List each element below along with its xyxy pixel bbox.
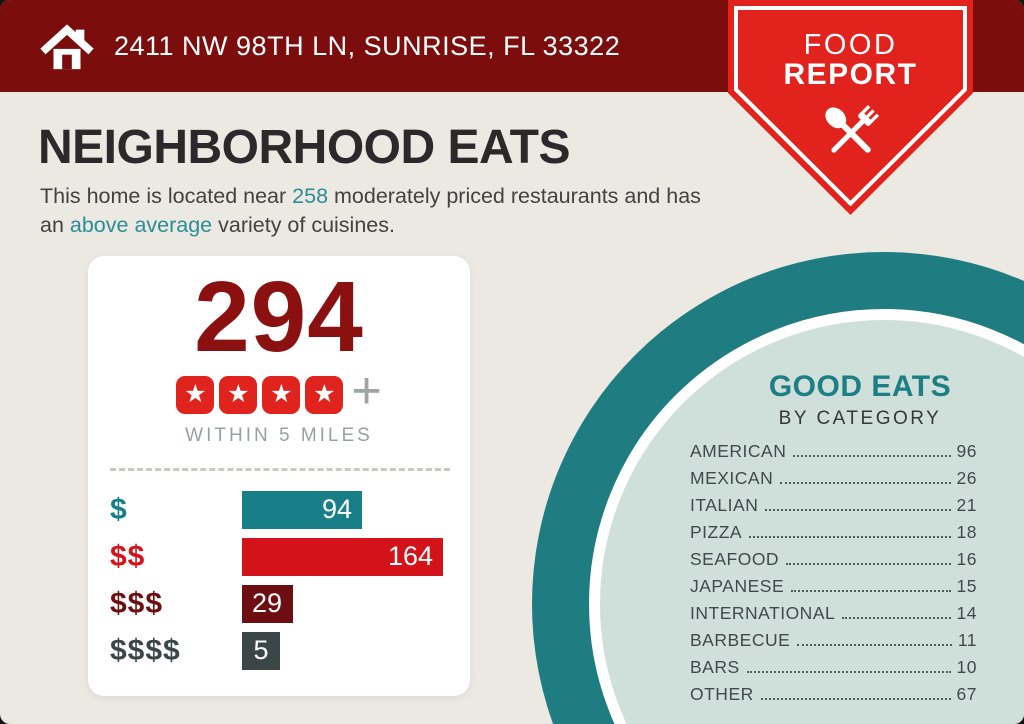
category-row: INTERNATIONAL 14	[690, 603, 977, 630]
crossed-spoon-fork-icon	[824, 105, 879, 153]
variety-rating-inline: above average	[69, 212, 213, 237]
category-row: BARBECUE 11	[690, 630, 977, 657]
category-value: 15	[956, 576, 977, 596]
badge-title-line2: REPORT	[783, 58, 918, 91]
category-label: SEAFOOD	[690, 549, 780, 569]
category-label: AMERICAN	[690, 441, 787, 461]
category-row: MEXICAN 26	[690, 468, 977, 495]
food-report-badge: FOOD REPORT	[728, 0, 973, 215]
category-dotted-leader	[760, 698, 951, 700]
good-eats-subtitle: BY CATEGORY	[778, 408, 942, 429]
home-icon	[40, 24, 94, 70]
category-label: BARS	[690, 657, 740, 677]
star-icon: ★	[262, 375, 301, 414]
price-tier-label: $$$	[110, 586, 164, 620]
dashed-divider	[110, 467, 450, 471]
category-value: 26	[956, 468, 977, 488]
price-tier-row: $$ 164	[110, 537, 470, 576]
category-label: PIZZA	[690, 522, 743, 542]
plus-icon: +	[351, 362, 382, 420]
intro-text-part1: This home is located near	[40, 184, 293, 208]
category-dotted-leader	[749, 536, 951, 538]
star-icon: ★	[176, 375, 215, 414]
category-dotted-leader	[842, 617, 951, 619]
good-eats-title: GOOD EATS	[768, 370, 952, 403]
page-title: NEIGHBORHOOD EATS	[38, 121, 570, 174]
radius-label: WITHIN 5 MILES	[185, 424, 373, 446]
price-tier-label: $$	[110, 539, 146, 573]
total-restaurant-count: 294	[194, 261, 364, 373]
price-tier-bar: 5	[242, 631, 280, 670]
category-value: 96	[956, 441, 977, 461]
category-value: 21	[956, 495, 977, 515]
property-address: 2411 NW 98TH LN, SUNRISE, FL 33322	[114, 30, 621, 61]
category-value: 16	[956, 549, 977, 569]
price-tier-label: $$$$	[110, 633, 181, 667]
category-dotted-leader	[791, 590, 951, 592]
category-label: INTERNATIONAL	[690, 603, 836, 623]
ribbon-shape	[728, 0, 973, 215]
price-tier-value: 94	[321, 494, 352, 525]
category-row: AMERICAN 96	[690, 441, 977, 468]
category-label: OTHER	[690, 684, 754, 704]
category-value: 11	[957, 630, 977, 650]
price-tier-bar: 29	[242, 584, 293, 623]
category-row: SEAFOOD 16	[690, 549, 977, 576]
price-tier-chart: $ 94 $$ 164 $$$ 29 $$$$ 5	[88, 490, 470, 670]
category-dotted-leader	[765, 509, 951, 511]
price-tier-bar: 164	[242, 537, 443, 576]
category-label: JAPANESE	[690, 576, 785, 596]
price-tier-row: $$$$ 5	[110, 631, 470, 670]
category-row: BARS 10	[690, 657, 977, 684]
category-list: AMERICAN 96 MEXICAN 26 ITALIAN 21 PIZZA …	[690, 441, 977, 711]
category-row: JAPANESE 15	[690, 576, 977, 603]
category-dotted-leader	[793, 455, 951, 457]
star-icon: ★	[219, 375, 258, 414]
category-row: OTHER 67	[690, 684, 977, 711]
price-tier-value: 164	[387, 541, 433, 572]
price-tier-value: 29	[252, 588, 283, 619]
category-label: BARBECUE	[690, 630, 791, 650]
intro-text-part3: variety of cuisines.	[212, 212, 395, 237]
category-value: 14	[956, 603, 977, 623]
star-icon: ★	[305, 375, 344, 414]
price-tier-bar: 94	[242, 490, 362, 529]
intro-text: This home is located near 258 moderately…	[40, 182, 730, 240]
category-value: 67	[956, 684, 977, 704]
intro-text-part2: moderately priced restaurants and has an	[40, 184, 701, 237]
price-tier-row: $$$ 29	[110, 584, 470, 623]
good-eats-header: GOOD EATS BY CATEGORY	[720, 370, 1000, 429]
price-tier-row: $ 94	[110, 490, 470, 529]
restaurant-stats-card: 294 ★ ★ ★ ★ + WITHIN 5 MILES $ 94 $$ 164 $$…	[88, 256, 470, 696]
badge-title-line1: FOOD	[803, 29, 898, 61]
category-dotted-leader	[780, 482, 951, 484]
restaurant-count-inline: 258	[292, 184, 329, 208]
price-tier-label: $	[110, 492, 128, 526]
category-dotted-leader	[786, 563, 951, 565]
category-label: MEXICAN	[690, 468, 774, 488]
price-tier-value: 5	[253, 635, 269, 666]
category-dotted-leader	[797, 644, 952, 646]
category-row: PIZZA 18	[690, 522, 977, 549]
star-rating: ★ ★ ★ ★	[176, 375, 344, 414]
category-value: 10	[956, 657, 977, 677]
rating-row: ★ ★ ★ ★ +	[88, 362, 470, 420]
category-label: ITALIAN	[690, 495, 759, 515]
category-value: 18	[956, 522, 977, 542]
category-row: ITALIAN 21	[690, 495, 977, 522]
category-dotted-leader	[746, 671, 951, 673]
